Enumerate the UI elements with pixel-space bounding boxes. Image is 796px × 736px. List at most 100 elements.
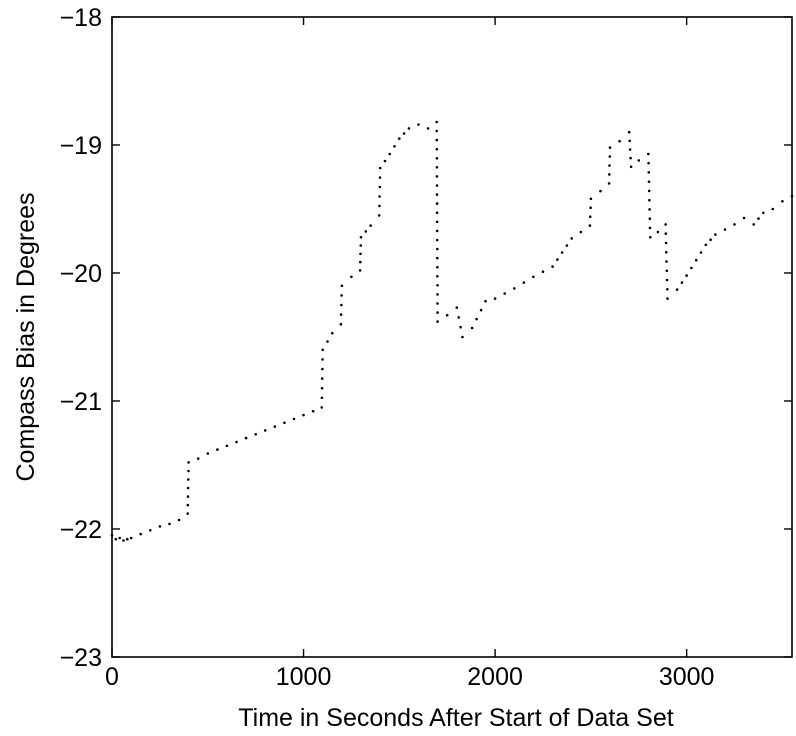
data-point xyxy=(436,293,439,296)
data-point xyxy=(436,256,439,260)
data-point xyxy=(556,258,559,261)
data-point xyxy=(378,195,381,198)
data-point xyxy=(435,147,439,151)
data-point xyxy=(359,244,363,247)
data-point xyxy=(118,536,121,540)
data-point xyxy=(177,518,181,522)
data-point xyxy=(339,313,343,316)
data-point xyxy=(435,129,439,133)
data-point xyxy=(359,252,362,256)
data-point xyxy=(263,429,267,432)
data-point xyxy=(790,194,794,198)
data-point xyxy=(714,233,717,236)
data-point xyxy=(771,207,775,211)
data-point xyxy=(629,156,632,160)
data-point xyxy=(648,226,652,230)
data-point xyxy=(694,258,698,262)
data-point xyxy=(186,486,190,490)
data-point xyxy=(723,228,727,231)
data-point xyxy=(608,164,611,167)
data-point xyxy=(340,284,344,288)
data-point xyxy=(648,198,651,202)
data-point xyxy=(378,166,382,170)
data-point xyxy=(216,448,219,451)
data-point xyxy=(358,269,362,272)
data-point xyxy=(664,223,667,226)
data-point xyxy=(599,189,602,193)
data-point xyxy=(560,251,564,254)
data-point xyxy=(665,260,668,263)
data-point xyxy=(378,204,381,208)
data-point xyxy=(666,288,669,291)
data-point xyxy=(273,425,277,428)
data-point xyxy=(122,539,125,542)
data-point xyxy=(493,297,497,300)
data-point xyxy=(350,275,353,279)
data-point xyxy=(436,302,439,305)
y-tick-label: −23 xyxy=(60,644,102,672)
data-point xyxy=(435,202,439,205)
x-tick-label: 2000 xyxy=(467,663,523,691)
data-point xyxy=(435,184,439,187)
data-point xyxy=(435,238,439,242)
data-point xyxy=(665,278,669,282)
data-point xyxy=(685,274,688,277)
y-tick-label: −21 xyxy=(60,388,102,416)
data-point xyxy=(436,320,439,323)
data-point xyxy=(541,270,545,274)
data-point xyxy=(377,214,381,217)
data-point xyxy=(455,306,459,309)
data-point xyxy=(757,217,760,220)
data-point xyxy=(570,237,573,240)
data-point xyxy=(647,152,650,156)
data-point xyxy=(435,193,439,196)
data-point xyxy=(398,137,401,140)
data-point xyxy=(680,281,684,284)
data-point xyxy=(484,299,487,303)
data-point xyxy=(579,230,583,234)
axis-ticks xyxy=(111,16,792,658)
y-tick-label: −22 xyxy=(60,516,102,544)
data-point xyxy=(359,260,362,264)
y-tick-label: −20 xyxy=(60,260,102,288)
data-point xyxy=(436,247,439,251)
data-point xyxy=(206,452,210,455)
data-point xyxy=(114,537,118,541)
x-tick-label: 1000 xyxy=(276,663,332,691)
data-point xyxy=(359,235,363,239)
data-point xyxy=(321,367,324,371)
data-point xyxy=(665,269,669,273)
data-point xyxy=(589,197,593,201)
data-point xyxy=(435,138,439,142)
data-point xyxy=(607,182,611,185)
data-point xyxy=(628,148,632,151)
x-tick-label: 3000 xyxy=(659,663,715,691)
data-point xyxy=(588,224,592,227)
data-point xyxy=(378,185,382,189)
data-point xyxy=(187,469,190,473)
plot-area xyxy=(111,16,793,658)
data-point xyxy=(503,292,507,295)
data-point xyxy=(435,211,439,214)
data-point xyxy=(608,155,612,158)
data-point xyxy=(629,165,633,169)
data-point xyxy=(461,335,464,339)
data-point xyxy=(326,340,329,343)
data-point xyxy=(435,120,439,124)
data-point xyxy=(320,396,324,400)
data-point xyxy=(186,495,190,498)
data-point xyxy=(648,217,652,220)
data-point xyxy=(393,145,396,148)
data-point xyxy=(435,166,439,169)
data-point xyxy=(647,189,651,193)
data-point xyxy=(340,303,343,307)
data-point xyxy=(513,287,516,290)
data-point xyxy=(459,325,462,329)
data-point xyxy=(690,266,693,270)
data-point xyxy=(666,297,669,300)
y-tick-label: −19 xyxy=(60,132,102,160)
data-point xyxy=(417,123,420,126)
data-point xyxy=(321,348,325,352)
data-point xyxy=(565,244,569,247)
